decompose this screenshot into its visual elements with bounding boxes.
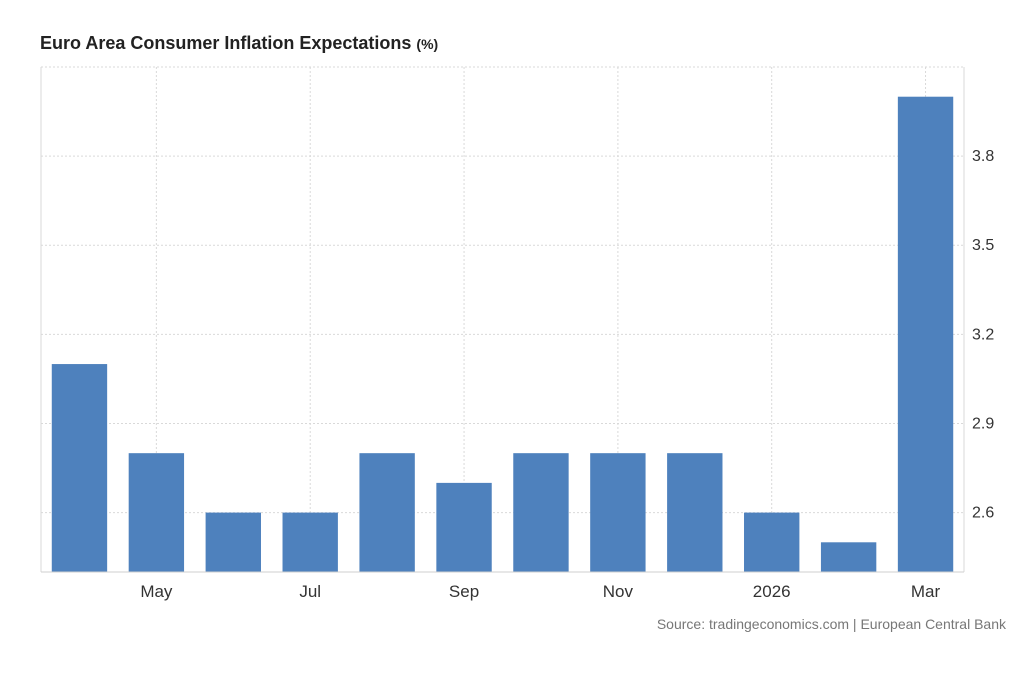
bar-jun	[205, 512, 261, 572]
chart-title: Euro Area Consumer Inflation Expectation…	[40, 33, 438, 54]
bar-dec	[667, 453, 723, 572]
y-tick-label: 3.8	[972, 148, 994, 165]
bar-oct	[513, 453, 569, 572]
bar-apr	[51, 364, 108, 572]
chart-title-unit: (%)	[416, 36, 439, 52]
x-tick-label: Jul	[299, 582, 321, 601]
x-tick-label: 2026	[753, 582, 791, 601]
bar-may	[128, 453, 185, 572]
x-tick-label: Mar	[911, 582, 941, 601]
source-caption: Source: tradingeconomics.com | European …	[656, 616, 1006, 632]
bar-aug	[359, 453, 415, 572]
x-tick-label: Sep	[449, 582, 479, 601]
chart-title-text: Euro Area Consumer Inflation Expectation…	[40, 33, 412, 53]
x-tick-label: May	[140, 582, 173, 601]
y-tick-label: 2.6	[972, 505, 994, 522]
bar-sep	[436, 482, 492, 572]
bar-feb	[820, 542, 877, 572]
y-tick-label: 3.5	[972, 237, 994, 254]
bar-mar	[897, 96, 954, 573]
y-tick-label: 3.2	[972, 326, 994, 343]
bar-2026	[744, 512, 800, 572]
x-tick-label: Nov	[603, 582, 634, 601]
bar-jul	[282, 512, 338, 572]
bar-nov	[590, 453, 646, 572]
y-tick-label: 2.9	[972, 415, 994, 432]
